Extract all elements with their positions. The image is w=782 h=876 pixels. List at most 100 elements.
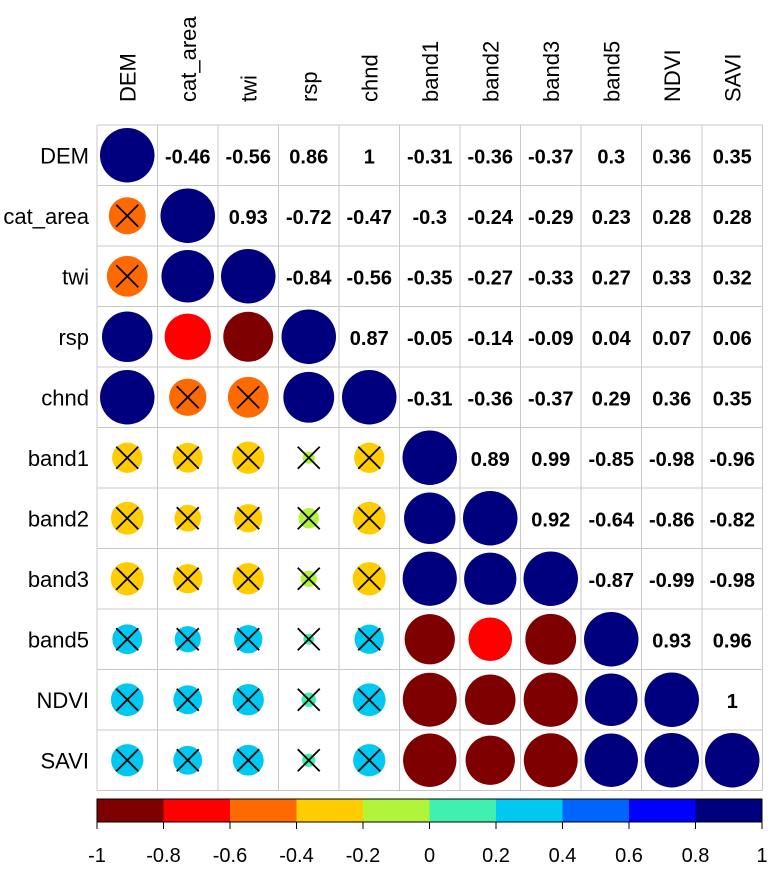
correlation-circle [705,733,760,788]
insignificant-cross-mark [297,567,321,591]
row-label: band3 [28,567,89,592]
insignificant-cross-mark [297,627,321,651]
insignificant-cross-mark [115,506,139,530]
correlation-value-label: 0.36 [652,388,691,410]
insignificant-cross-mark [115,748,139,772]
column-label: NDVI [660,49,685,102]
column-label: SAVI [720,53,745,102]
correlation-value-label: -0.64 [588,509,634,531]
correlation-value-label: 0.28 [652,207,691,229]
colorbar-tick-label: -0.2 [346,845,380,867]
row-label: SAVI [40,748,89,773]
correlation-value-label: 0.99 [531,449,570,471]
insignificant-cross-mark [176,446,200,470]
insignificant-cross-mark [115,204,139,228]
insignificant-cross-mark [357,748,381,772]
correlation-value-label: -0.33 [528,267,574,289]
correlation-value-label: 0.06 [713,328,752,350]
colorbar-segment [97,799,164,822]
correlation-value-label: -0.27 [467,267,513,289]
colorbar-segment [163,799,231,822]
correlation-circle [223,311,274,362]
correlation-value-label: 0.04 [592,328,632,350]
insignificant-cross-mark [115,264,139,288]
correlation-value-label: -0.31 [407,146,453,168]
colorbar-tick-label: -0.8 [146,845,180,867]
correlation-circle [160,188,215,243]
correlation-value-label: 0.35 [713,388,752,410]
column-label: DEM [115,53,140,102]
correlation-value-label: -0.36 [467,146,513,168]
correlation-value-label: -0.87 [588,570,634,592]
column-label: twi [236,75,261,102]
correlation-value-label: 0.29 [592,388,631,410]
correlation-value-label: -0.09 [528,328,574,350]
insignificant-cross-mark [176,506,200,530]
insignificant-cross-mark [357,627,381,651]
insignificant-cross-mark [297,748,321,772]
insignificant-cross-mark [236,385,260,409]
insignificant-cross-mark [115,446,139,470]
correlation-value-label: 0.33 [652,267,691,289]
insignificant-cross-mark [115,567,139,591]
correlation-value-label: -0.96 [709,449,755,471]
correlation-value-label: 0.36 [652,146,691,168]
row-label: band2 [28,506,89,531]
colorbar-tick-label: 0.2 [482,845,510,867]
insignificant-cross-mark [176,688,200,712]
correlation-value-label: -0.86 [649,509,695,531]
correlation-circle [283,371,335,423]
insignificant-cross-mark [357,688,381,712]
correlation-circle [463,491,518,546]
insignificant-cross-mark [236,688,260,712]
correlation-value-label: -0.3 [413,207,447,229]
column-label: cat_area [176,16,201,102]
insignificant-cross-mark [297,688,321,712]
correlation-value-label: -0.56 [346,267,392,289]
correlation-value-label: -0.05 [407,328,453,350]
colorbar-tick-label: -0.4 [279,845,313,867]
correlation-circle [584,733,638,787]
correlation-value-label: -0.14 [467,328,513,350]
insignificant-cross-mark [236,627,260,651]
colorbar-tick-label: -1 [88,845,106,867]
colorbar-tick-label: 0.6 [615,845,643,867]
correlation-value-label: -0.98 [709,570,755,592]
correlation-value-label: -0.37 [528,388,574,410]
colorbar-tick-label: 0 [424,845,435,867]
correlation-value-label: 0.28 [713,207,752,229]
correlation-value-label: -0.24 [467,207,513,229]
correlation-value-label: 0.32 [713,267,752,289]
insignificant-cross-mark [297,506,321,530]
colorbar-segment [629,799,696,822]
row-label: chnd [41,385,89,410]
correlation-value-label: -0.29 [528,207,574,229]
colorbar-tick-label: 1 [756,845,767,867]
insignificant-cross-mark [297,446,321,470]
insignificant-cross-mark [236,748,260,772]
correlation-circle [402,672,457,727]
correlation-circle [100,370,155,425]
colorbar-tick-label: 0.8 [682,845,710,867]
correlation-value-label: 0.87 [350,328,389,350]
insignificant-cross-mark [357,446,381,470]
correlation-circle [101,311,153,363]
correlation-circle [525,613,577,665]
colorbar-tick-label: -0.6 [213,845,247,867]
correlation-circle [221,249,276,304]
colorbar-segment [562,799,630,822]
insignificant-cross-mark [115,627,139,651]
correlation-circle [465,735,515,785]
correlation-circle [644,733,699,788]
correlation-value-label: -0.31 [407,388,453,410]
correlation-value-label: 0.86 [289,146,328,168]
insignificant-cross-mark [115,688,139,712]
correlation-value-label: -0.98 [649,449,695,471]
correlation-circle [523,672,578,727]
column-label: band1 [418,41,443,102]
insignificant-cross-mark [176,385,200,409]
correlation-value-label: -0.85 [588,449,634,471]
insignificant-cross-mark [236,506,260,530]
correlation-circle [402,430,457,485]
column-label: chnd [357,54,382,102]
